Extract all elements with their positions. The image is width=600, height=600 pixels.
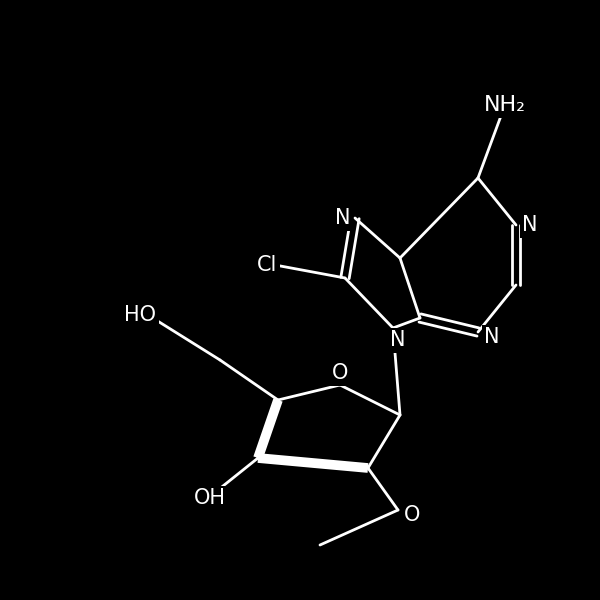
Text: N: N — [484, 327, 500, 347]
Text: NH₂: NH₂ — [484, 95, 526, 115]
Text: Cl: Cl — [257, 255, 277, 275]
Text: OH: OH — [194, 488, 226, 508]
Text: HO: HO — [124, 305, 156, 325]
Text: N: N — [522, 215, 538, 235]
Text: N: N — [335, 208, 351, 228]
Text: O: O — [404, 505, 420, 525]
Text: N: N — [390, 330, 406, 350]
Text: O: O — [332, 363, 348, 383]
